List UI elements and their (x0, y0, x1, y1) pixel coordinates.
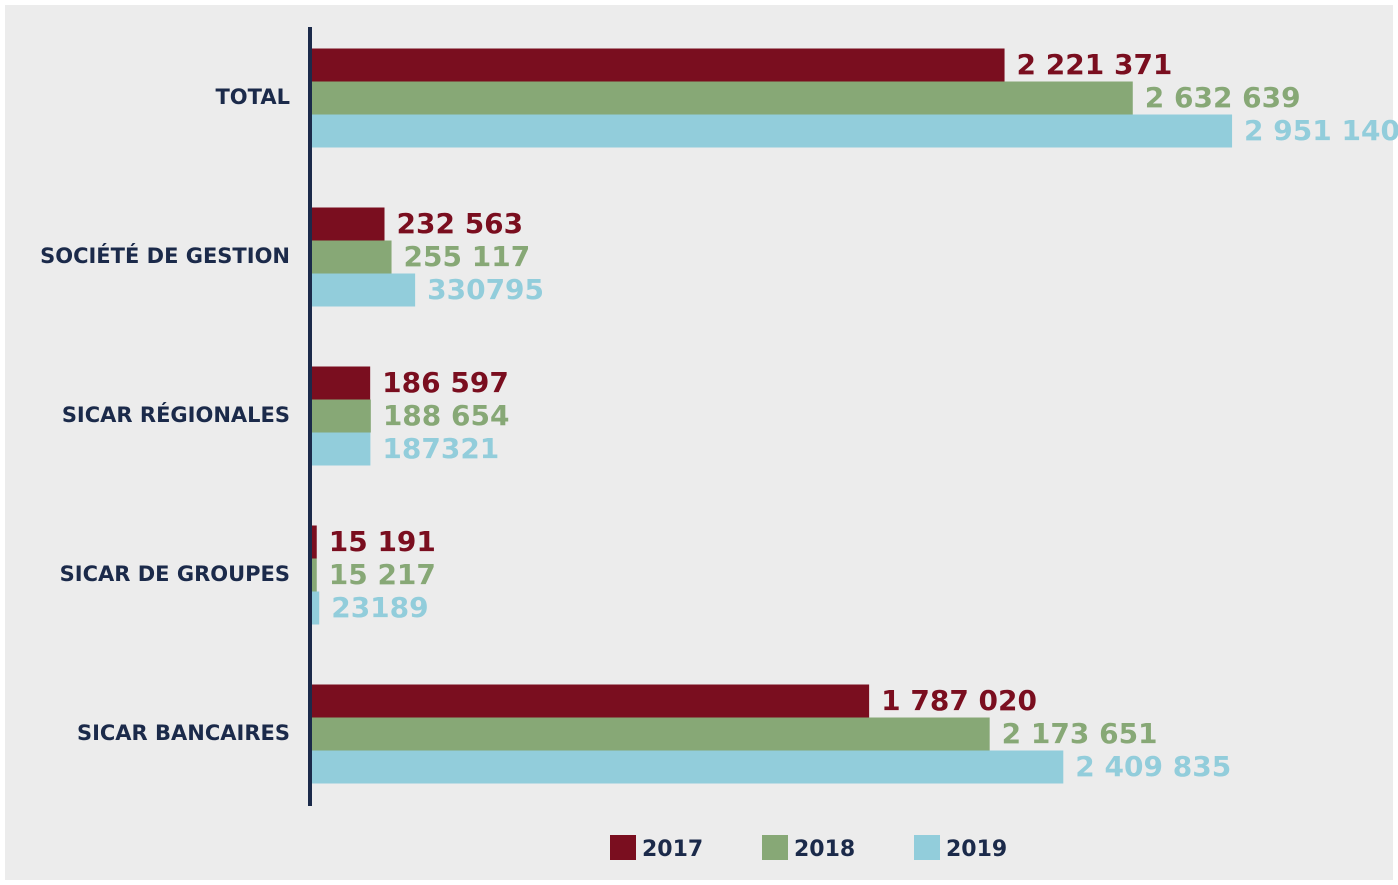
bar (312, 207, 385, 241)
legend-label: 2019 (946, 837, 1007, 862)
bar (312, 591, 320, 625)
value-label: 330795 (427, 273, 544, 306)
bar (312, 81, 1133, 115)
legend-swatch (610, 835, 636, 860)
bar (312, 366, 371, 400)
bar (312, 684, 870, 718)
legend-swatch (914, 835, 940, 860)
value-label: 187321 (382, 432, 499, 465)
value-label: 15 191 (329, 525, 436, 558)
value-label: 2 173 651 (1002, 717, 1158, 750)
bar (312, 48, 1005, 82)
value-label: 23189 (331, 591, 428, 624)
value-label: 15 217 (329, 558, 436, 591)
bar (312, 399, 371, 433)
bar (312, 273, 416, 307)
legend-label: 2018 (794, 837, 855, 862)
category-label: SICAR RÉGIONALES (62, 402, 290, 427)
legend-label: 2017 (642, 837, 703, 862)
value-label: 2 632 639 (1145, 81, 1301, 114)
category-label: SOCIÉTÉ DE GESTION (40, 243, 290, 268)
value-label: 255 117 (404, 240, 531, 273)
value-label: 2 951 140 (1244, 114, 1398, 147)
legend-swatch (762, 835, 788, 860)
value-label: 2 221 371 (1017, 48, 1173, 81)
bar (312, 525, 317, 559)
bar (312, 558, 317, 592)
value-label: 188 654 (383, 399, 510, 432)
value-label: 2 409 835 (1075, 750, 1231, 783)
category-label: SICAR BANCAIRES (77, 721, 290, 745)
category-label: SICAR DE GROUPES (60, 562, 290, 586)
bar (312, 432, 371, 466)
bar (312, 240, 392, 274)
category-label: TOTAL (215, 85, 290, 109)
value-label: 232 563 (397, 207, 524, 240)
bar (312, 717, 990, 751)
bar (312, 114, 1233, 148)
value-label: 1 787 020 (881, 684, 1037, 717)
bar (312, 750, 1064, 784)
value-label: 186 597 (382, 366, 509, 399)
